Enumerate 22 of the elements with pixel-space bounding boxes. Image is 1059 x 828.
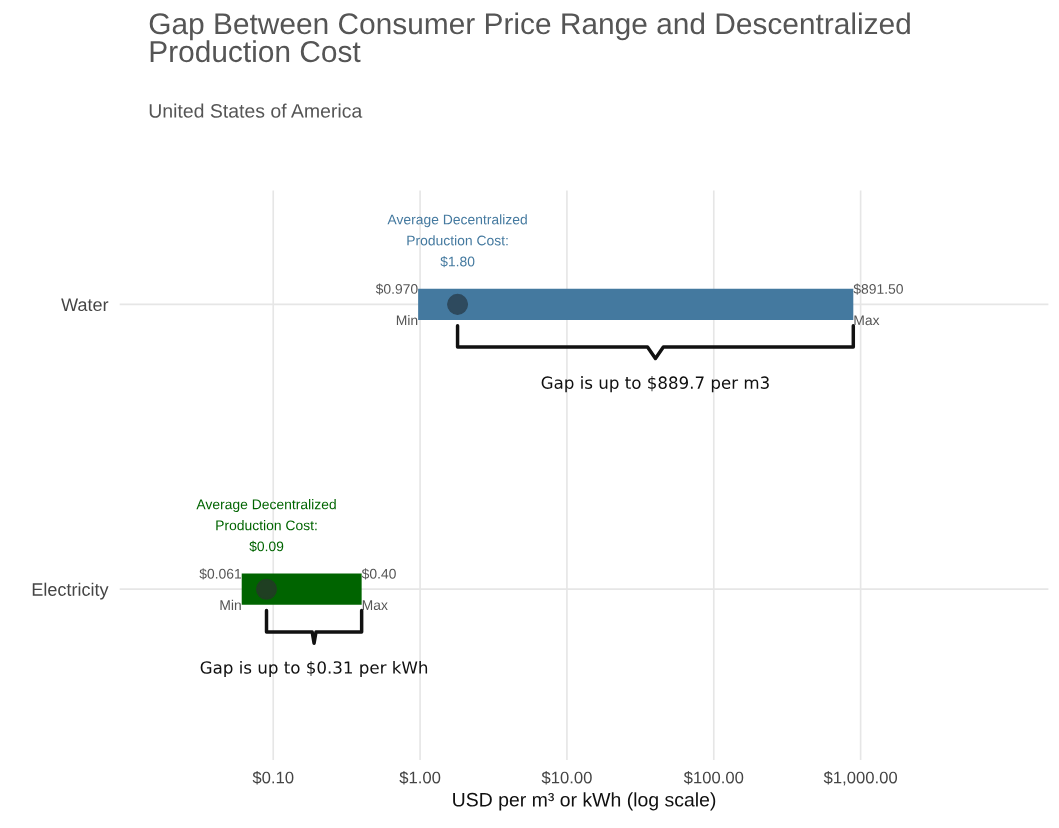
annotation: Min <box>396 314 418 326</box>
annotation: $0.061 <box>199 568 242 580</box>
x-axis-title: USD per m³ or kWh (log scale) <box>453 792 716 811</box>
annotation: Average Decentralized Production Cost: $0.09 <box>196 499 336 553</box>
y-tick-label: Water <box>61 298 109 312</box>
annotation: Average Decentralized Production Cost: $1.80 <box>387 214 527 268</box>
annotation: $891.50 <box>853 283 903 295</box>
annotation: Max <box>362 600 388 611</box>
annotation: Gap is up to $0.31 per kWh <box>200 660 428 678</box>
x-tick-label: $0.10 <box>252 770 294 785</box>
y-tick-label: Electricity <box>32 582 109 600</box>
x-tick-label: $1.00 <box>399 770 441 785</box>
annotation: Min <box>220 599 241 610</box>
chart-title: Gap Between Consumer Price Range and Descentralized Production Cost <box>149 12 910 63</box>
annotation: Gap is up to $889.7 per m3 <box>541 376 769 393</box>
x-tick-label: $100.00 <box>683 770 744 785</box>
annotation: $0.40 <box>361 568 396 580</box>
x-tick-label: $1,000.00 <box>823 770 898 786</box>
annotation: $0.970 <box>375 283 418 295</box>
annotation: Max <box>854 315 880 326</box>
chart-subtitle: United States of America <box>149 103 363 118</box>
x-tick-label: $10.00 <box>541 770 592 785</box>
